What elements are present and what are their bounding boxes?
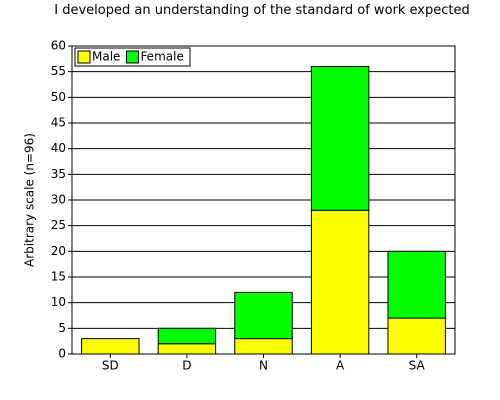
bar-segment: [81, 338, 140, 355]
y-tick-label: 10: [51, 295, 66, 309]
y-tick-label: 30: [51, 193, 66, 207]
legend-label: Female: [140, 50, 183, 64]
y-tick-label: 15: [51, 270, 66, 284]
y-tick-label: 35: [51, 167, 66, 181]
bar-segment: [234, 338, 293, 355]
legend-swatch: [125, 50, 139, 64]
bar-segment: [310, 209, 370, 355]
bar-segment: [157, 327, 217, 345]
y-tick-label: 45: [51, 116, 66, 130]
y-tick-label: 50: [51, 90, 66, 104]
y-axis-label: Arbitrary scale (n=96): [23, 133, 37, 267]
chart-title: I developed an understanding of the stan…: [54, 3, 470, 18]
x-tick-label: SA: [409, 359, 426, 373]
bar-segment: [387, 317, 446, 355]
y-tick-label: 55: [51, 64, 66, 78]
bar-segment: [234, 291, 293, 340]
x-tick-label: A: [336, 359, 345, 373]
x-tick-label: N: [259, 359, 268, 373]
y-tick-label: 40: [51, 141, 66, 155]
y-tick-label: 60: [51, 39, 66, 53]
bar-segment: [387, 250, 446, 319]
legend-swatch: [77, 50, 91, 64]
y-tick-label: 5: [58, 321, 66, 335]
x-tick-label: SD: [102, 359, 119, 373]
y-tick-label: 20: [51, 244, 66, 258]
x-tick-label: D: [182, 359, 191, 373]
y-tick-label: 25: [51, 218, 66, 232]
bar-segment: [157, 343, 217, 355]
legend-label: Male: [92, 50, 120, 64]
plot-frame: [71, 45, 456, 355]
bar-segment: [310, 66, 370, 211]
y-tick-label: 0: [58, 347, 66, 361]
